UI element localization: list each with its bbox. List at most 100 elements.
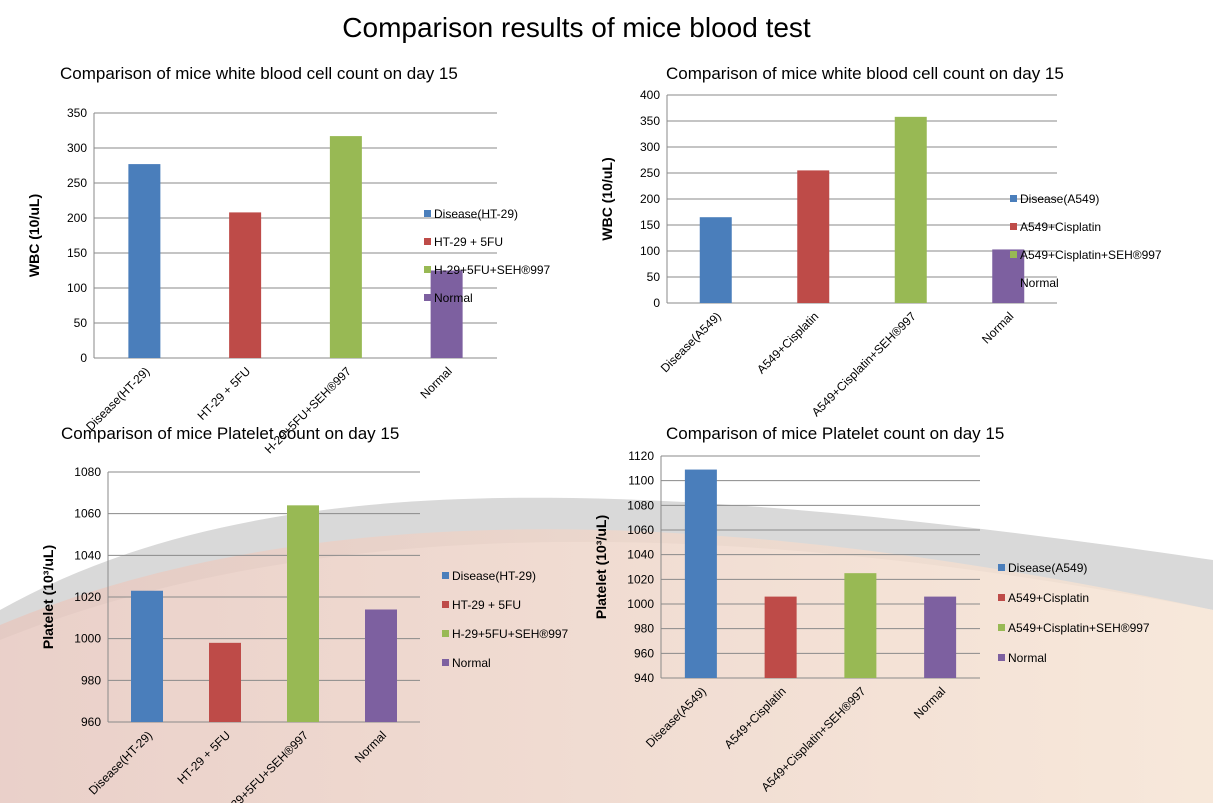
legend-entry: Disease(HT-29) (452, 569, 536, 583)
y-tick-label: 300 (640, 140, 660, 154)
y-tick-label: 50 (647, 270, 661, 284)
bar (797, 170, 830, 303)
x-category-label: Disease(HT-29) (86, 728, 155, 797)
chart-title: Comparison of mice Platelet count on day… (666, 424, 1005, 443)
y-tick-label: 150 (67, 246, 87, 260)
legend-swatch (1010, 223, 1017, 230)
bar (365, 609, 397, 722)
legend-swatch (424, 238, 431, 245)
x-category-label: A549+Cisplatin (754, 309, 821, 376)
legend-swatch (1010, 279, 1017, 286)
y-tick-label: 1080 (627, 498, 654, 512)
y-axis-title: Platelet (10³/uL) (40, 545, 56, 649)
y-tick-label: 0 (653, 296, 660, 310)
chart-panel-wbc-ht29: Comparison of mice white blood cell coun… (0, 60, 600, 456)
y-tick-label: 300 (67, 141, 87, 155)
y-tick-label: 1040 (74, 548, 101, 562)
chart-panel-platelet-a549: Comparison of mice Platelet count on day… (593, 420, 1213, 803)
y-tick-label: 350 (67, 106, 87, 120)
legend-swatch (424, 210, 431, 217)
legend-entry: Normal (434, 291, 473, 305)
y-tick-label: 1000 (627, 597, 654, 611)
legend-entry: A549+Cisplatin+SEH®997 (1020, 248, 1162, 262)
y-tick-label: 1100 (628, 474, 654, 488)
legend-entry: HT-29 + 5FU (434, 235, 503, 249)
y-axis-title: WBC (10/uL) (26, 194, 42, 277)
legend-entry: Disease(A549) (1008, 561, 1087, 575)
x-category-label: A549+Cisplatin+SEH®997 (809, 309, 919, 419)
y-tick-label: 0 (80, 351, 87, 365)
y-tick-label: 1120 (628, 449, 654, 463)
y-axis-title: Platelet (10³/uL) (593, 515, 609, 619)
chart-svg: 0 50 100 150 200 250 300 350 400 Disease(A549) A54… (599, 88, 1162, 419)
y-tick-label: 100 (640, 244, 660, 258)
legend-entry: H-29+5FU+SEH®997 (434, 263, 551, 277)
legend-entry: Normal (452, 656, 491, 670)
legend-swatch (1010, 251, 1017, 258)
legend-entry: A549+Cisplatin (1008, 591, 1089, 605)
chart-title: Comparison of mice white blood cell coun… (60, 64, 458, 83)
bar (430, 270, 463, 358)
bar (131, 590, 163, 722)
legend-swatch (442, 572, 449, 579)
y-tick-label: 1060 (627, 523, 654, 537)
bar (844, 573, 877, 678)
x-category-label: Normal (352, 728, 389, 765)
legend-swatch (998, 624, 1005, 631)
x-category-label: Normal (979, 309, 1016, 346)
legend-entry: A549+Cisplatin (1020, 220, 1101, 234)
bar (684, 469, 717, 678)
y-tick-label: 1020 (74, 590, 101, 604)
x-category-label: HT-29 + 5FU (174, 728, 233, 787)
legend-swatch (442, 630, 449, 637)
bar (764, 596, 797, 678)
y-tick-label: 50 (74, 316, 88, 330)
y-tick-label: 1040 (627, 548, 654, 562)
legend-entry: HT-29 + 5FU (452, 598, 521, 612)
legend-swatch (442, 659, 449, 666)
y-tick-label: 940 (634, 671, 654, 685)
x-category-label: Normal (911, 684, 948, 721)
legend-swatch (998, 594, 1005, 601)
y-tick-label: 960 (81, 715, 101, 729)
y-tick-label: 200 (67, 211, 87, 225)
bar (128, 164, 161, 358)
y-tick-label: 250 (640, 166, 660, 180)
chart-title: Comparison of mice Platelet count on day… (61, 424, 400, 443)
chart-title: Comparison of mice white blood cell coun… (666, 64, 1064, 83)
legend-swatch (424, 294, 431, 301)
x-category-label: Normal (418, 364, 455, 401)
chart-panel-wbc-a549: Comparison of mice white blood cell coun… (599, 60, 1213, 420)
bar (229, 212, 262, 358)
bar (699, 217, 732, 303)
y-tick-label: 1000 (74, 632, 101, 646)
page-title: Comparison results of mice blood test (342, 12, 811, 43)
y-tick-label: 1080 (74, 465, 101, 479)
legend-entry: H-29+5FU+SEH®997 (452, 627, 569, 641)
bar (287, 505, 319, 722)
y-tick-label: 960 (634, 646, 654, 660)
bar (894, 116, 927, 303)
chart-svg: 960 980 1000 1020 1040 1060 1080 Disease(HT-29)… (40, 465, 569, 803)
x-category-label: H-29+5FU+SEH®997 (219, 728, 311, 803)
y-tick-label: 980 (81, 673, 101, 687)
chart-svg: 0 50 100 150 200 250 300 350 Disease(HT-29) HT-29… (26, 106, 551, 456)
legend-entry: Disease(A549) (1020, 192, 1099, 206)
legend-swatch (998, 564, 1005, 571)
y-tick-label: 1060 (74, 507, 101, 521)
y-tick-label: 100 (67, 281, 87, 295)
y-tick-label: 980 (634, 622, 654, 636)
x-category-label: Disease(A549) (643, 684, 709, 750)
bar (992, 249, 1025, 303)
bar (924, 596, 957, 678)
y-tick-label: 250 (67, 176, 87, 190)
chart-panel-platelet-ht29: Comparison of mice Platelet count on day… (0, 420, 600, 803)
x-category-label: HT-29 + 5FU (195, 364, 254, 423)
y-tick-label: 400 (640, 88, 660, 102)
legend-swatch (998, 654, 1005, 661)
legend-swatch (1010, 195, 1017, 202)
legend-entry: Normal (1008, 651, 1047, 665)
x-category-label: Disease(A549) (658, 309, 724, 375)
bar (209, 642, 241, 722)
legend-entry: Normal (1020, 276, 1059, 290)
